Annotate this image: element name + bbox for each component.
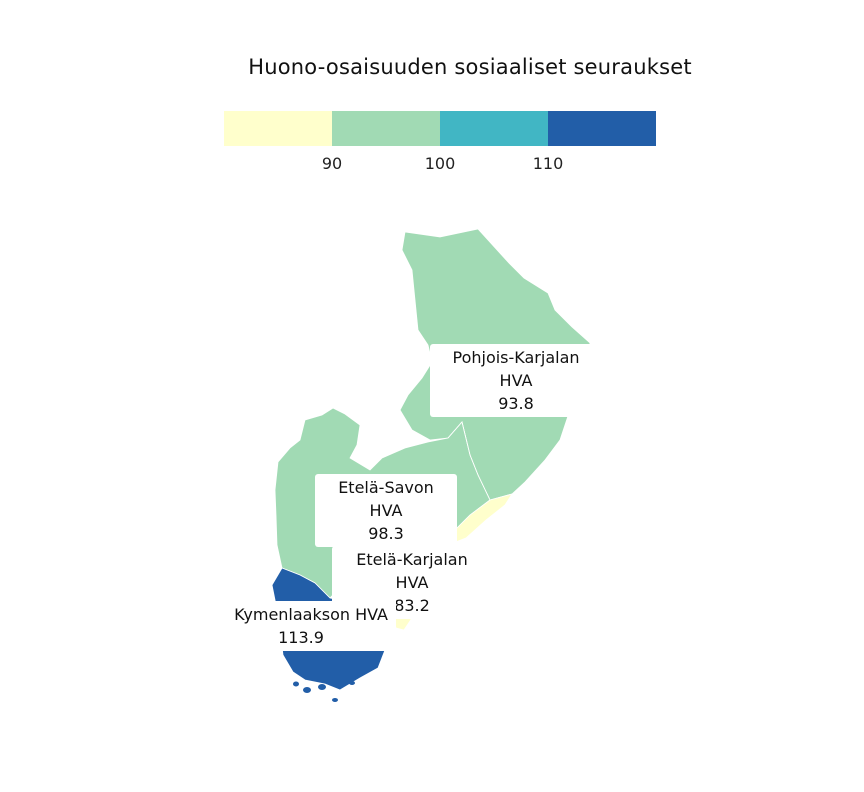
map-title: Huono-osaisuuden sosiaaliset seuraukset: [248, 55, 692, 79]
legend-tick: 90: [321, 154, 343, 173]
island: [349, 681, 355, 685]
region-name: Etelä-Savon HVA: [338, 478, 434, 520]
region-value: 98.3: [368, 524, 404, 543]
color-legend: [224, 111, 656, 146]
region-value: 113.9: [278, 628, 324, 647]
region-value: 83.2: [394, 596, 430, 615]
region-value: 93.8: [498, 394, 534, 413]
legend-tick: 110: [532, 154, 564, 173]
island: [293, 681, 299, 687]
legend-swatch-1: [224, 111, 332, 146]
island: [303, 687, 311, 693]
island: [318, 684, 326, 690]
legend-swatch-3: [440, 111, 548, 146]
island: [332, 698, 338, 702]
region-label-etela-savo: Etelä-Savon HVA 98.3: [315, 474, 457, 547]
region-name: Kymenlaakson HVA: [234, 605, 388, 624]
region-name: Pohjois-Karjalan HVA: [452, 348, 580, 390]
legend-swatch-2: [332, 111, 440, 146]
region-boundary: [447, 421, 491, 501]
region-name: Etelä-Karjalan HVA: [356, 550, 468, 592]
region-label-kymenlaakso: Kymenlaakson HVA 113.9: [224, 601, 396, 651]
legend-swatch-4: [548, 111, 656, 146]
region-label-pohjois-karjala: Pohjois-Karjalan HVA 93.8: [430, 344, 602, 417]
legend-tick: 100: [424, 154, 456, 173]
